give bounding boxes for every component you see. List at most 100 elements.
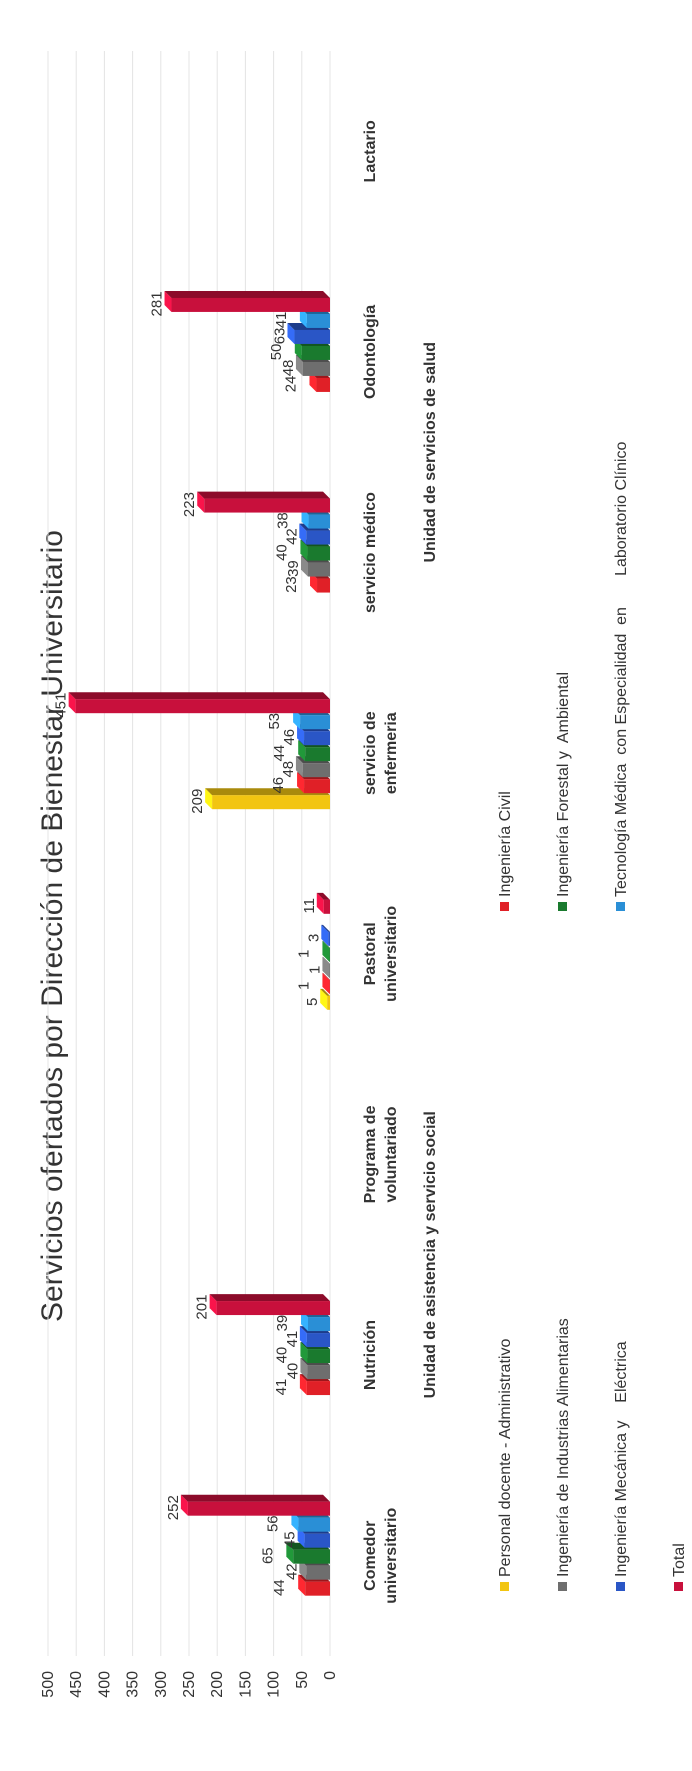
data-label: 48 (280, 360, 297, 377)
data-label: 1 (295, 982, 312, 990)
legend-entry: Ingeniería Civil (497, 791, 514, 897)
bar (307, 1349, 331, 1364)
data-label: 39 (274, 1315, 291, 1332)
bar (329, 979, 331, 994)
bars (68, 290, 331, 1596)
category-label: enfermeria (383, 712, 400, 794)
data-label: 65 (259, 1547, 276, 1564)
y-tick-label: 450 (68, 1671, 85, 1698)
data-label: 281 (149, 291, 166, 316)
category-label: voluntariado (383, 1106, 400, 1202)
data-label: 42 (283, 1563, 300, 1580)
category-label: Lactario (362, 120, 379, 182)
legend-swatch (558, 1582, 567, 1591)
bar-side (321, 924, 330, 932)
bar-side (180, 1494, 330, 1502)
legend-entry: Personal docente - Administrativo (497, 1339, 514, 1577)
bar-side (205, 788, 330, 796)
legend-swatch (674, 1582, 683, 1591)
bar-side (320, 988, 330, 996)
data-label: 46 (270, 777, 287, 794)
bar (329, 947, 331, 962)
data-label: 1 (306, 966, 323, 974)
legend-swatch (500, 902, 509, 911)
category-label: servicio de (362, 711, 379, 795)
category-label: Pastoral (362, 922, 379, 985)
bar (302, 361, 331, 376)
data-label: 56 (264, 1515, 281, 1532)
bar (300, 715, 331, 730)
data-label: 451 (53, 693, 70, 718)
bar-side (164, 290, 330, 298)
data-label: 48 (280, 761, 297, 778)
data-label: 63 (271, 328, 288, 345)
bar-side (322, 956, 330, 964)
data-label: 44 (271, 1579, 288, 1596)
bar-side (322, 940, 330, 948)
data-label: 46 (281, 729, 298, 746)
bar (212, 795, 330, 810)
bar (301, 345, 330, 360)
category-label: Odontología (362, 305, 379, 399)
legend-entry: Tecnología Médica con Especialidad en La… (613, 442, 630, 897)
data-label: 1 (295, 950, 312, 958)
chart-title: Servicios ofertados por Dirección de Bie… (36, 530, 69, 1322)
category-label: universitario (383, 906, 400, 1002)
data-label: 40 (273, 1347, 290, 1364)
group-label: Unidad de asistencia y servicio social (422, 1111, 439, 1398)
data-label: 3 (305, 934, 322, 942)
bar-side (322, 972, 330, 980)
y-tick-label: 0 (322, 1671, 339, 1680)
bar (304, 731, 330, 746)
data-label: 38 (275, 512, 292, 529)
bar (294, 329, 330, 344)
data-label: 40 (284, 1363, 301, 1380)
y-tick-label: 150 (237, 1671, 254, 1698)
data-label: 23 (283, 576, 300, 593)
bar (307, 546, 331, 561)
bar (306, 1381, 331, 1396)
legend-entry: Total (671, 1543, 688, 1577)
data-label: 209 (189, 789, 206, 814)
bar (306, 530, 331, 545)
bar (305, 1581, 330, 1596)
legend-swatch (616, 902, 625, 911)
legend-entry: Ingeniería Forestal y Ambiental (555, 672, 572, 897)
bar (75, 699, 330, 714)
category-label: Nutrición (362, 1320, 379, 1390)
data-label: 44 (271, 745, 288, 762)
data-label: 41 (284, 1331, 301, 1348)
bar (327, 995, 330, 1010)
category-label: Comedor (362, 1521, 379, 1591)
data-label: 201 (194, 1295, 211, 1320)
data-label: 50 (268, 344, 285, 361)
data-label: 24 (282, 376, 299, 393)
y-tick-label: 250 (181, 1671, 198, 1698)
legend: Personal docente - Administrativo Ingenie… (497, 442, 688, 1591)
category-label: Programa de (362, 1105, 379, 1203)
y-tick-label: 100 (266, 1671, 283, 1698)
bar (306, 313, 331, 328)
bar-side (197, 491, 330, 499)
data-label: 41 (273, 1379, 290, 1396)
bar (306, 1565, 331, 1580)
y-axis-ticks: 0 50 100 150 200 250 300 350 400 450 500 (40, 1671, 339, 1698)
bar (308, 562, 330, 577)
bar (308, 1317, 330, 1332)
legend-swatch (500, 1582, 509, 1591)
bar (293, 1549, 330, 1564)
bar-side (68, 692, 330, 700)
y-tick-label: 200 (209, 1671, 226, 1698)
legend-entry: Ingeniería de Industrias Alimentarias (555, 1318, 572, 1577)
bar-side (209, 1294, 330, 1302)
bar (302, 763, 331, 778)
bar (216, 1301, 330, 1316)
y-tick-label: 350 (125, 1671, 142, 1698)
bar-side (316, 892, 330, 900)
data-label: 252 (165, 1495, 182, 1520)
data-label: 39 (285, 560, 302, 577)
category-label: universitario (383, 1507, 400, 1603)
